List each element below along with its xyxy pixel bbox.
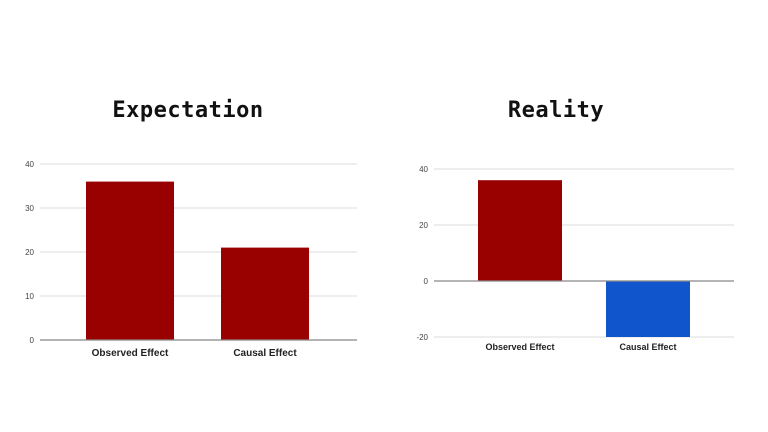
reality-y-tick-label: -20: [416, 333, 428, 342]
expectation-bar-causal-effect: [221, 247, 309, 340]
expectation-title: Expectation: [112, 98, 264, 123]
expectation-y-tick-label: 0: [30, 336, 35, 345]
reality-y-tick-label: 0: [424, 277, 429, 286]
reality-title: Reality: [507, 98, 605, 123]
expectation-category-label: Causal Effect: [233, 348, 297, 359]
expectation-bar-observed-effect: [86, 181, 174, 340]
reality-labels: -20 0 20 40 Observed Effect Causal Effect: [416, 165, 676, 352]
reality-bar-observed-effect: [478, 180, 562, 281]
expectation-category-label: Observed Effect: [92, 348, 169, 359]
reality-category-label: Causal Effect: [619, 342, 676, 352]
expectation-y-tick-label: 30: [25, 204, 34, 213]
reality-y-tick-label: 20: [419, 221, 428, 230]
expectation-y-tick-label: 20: [25, 248, 34, 257]
reality-bar-causal-effect: [606, 281, 690, 337]
reality-category-label: Observed Effect: [485, 342, 554, 352]
expectation-bars: [86, 181, 309, 340]
reality-bars: [478, 180, 690, 337]
expectation-y-tick-label: 10: [25, 292, 34, 301]
reality-y-tick-label: 40: [419, 165, 428, 174]
expectation-labels: 0 10 20 30 40 Observed Effect Causal Effect: [25, 160, 297, 359]
expectation-y-tick-label: 40: [25, 160, 34, 169]
